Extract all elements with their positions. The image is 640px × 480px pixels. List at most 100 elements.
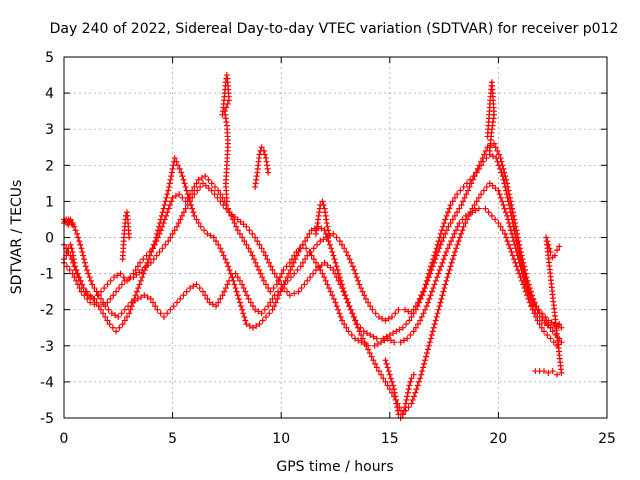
data-point xyxy=(341,321,348,328)
data-point xyxy=(256,241,263,248)
data-point xyxy=(323,220,330,227)
data-point xyxy=(355,277,362,284)
data-point xyxy=(455,238,462,245)
data-point xyxy=(448,259,455,266)
data-point xyxy=(256,321,263,328)
data-point xyxy=(438,238,445,245)
data-point xyxy=(271,303,278,310)
data-point xyxy=(205,176,212,183)
data-point xyxy=(545,241,552,248)
data-point xyxy=(358,285,365,292)
data-point xyxy=(320,202,327,209)
data-point xyxy=(183,187,190,194)
data-point xyxy=(495,187,502,194)
data-point xyxy=(152,238,159,245)
data-point xyxy=(437,241,444,248)
data-point xyxy=(340,288,347,295)
data-point xyxy=(536,321,543,328)
data-point xyxy=(284,274,291,281)
data-point xyxy=(454,191,461,198)
series-spike-1 xyxy=(219,72,233,205)
data-point xyxy=(269,266,276,273)
data-points xyxy=(61,72,565,421)
data-point xyxy=(261,151,268,158)
data-point xyxy=(179,173,186,180)
data-point xyxy=(399,411,406,418)
data-point xyxy=(123,313,130,320)
data-point xyxy=(378,371,385,378)
data-point xyxy=(118,310,125,317)
data-point xyxy=(558,339,565,346)
data-point xyxy=(366,350,373,357)
data-point xyxy=(264,256,271,263)
data-point xyxy=(442,281,449,288)
data-point xyxy=(226,266,233,273)
data-point xyxy=(293,252,300,259)
data-point xyxy=(344,299,351,306)
data-point xyxy=(527,295,534,302)
data-point xyxy=(249,324,256,331)
data-point xyxy=(227,270,234,277)
data-point xyxy=(513,227,520,234)
data-point xyxy=(544,331,551,338)
data-point xyxy=(228,212,235,219)
data-point xyxy=(407,378,414,385)
data-point xyxy=(155,223,162,230)
axis-ticks: 0 5 10 15 20 25 -5 -4 -3 -2 -1 0 1 2 3 4 5 xyxy=(40,50,616,447)
data-point xyxy=(467,209,474,216)
data-point xyxy=(485,209,492,216)
data-point xyxy=(522,281,529,288)
data-point xyxy=(508,202,515,209)
data-point xyxy=(211,191,218,198)
data-point xyxy=(149,245,156,252)
data-point xyxy=(165,238,172,245)
data-point xyxy=(235,295,242,302)
data-point xyxy=(72,227,79,234)
data-point xyxy=(367,331,374,338)
data-point xyxy=(167,306,174,313)
data-point xyxy=(380,335,387,342)
data-point xyxy=(259,274,266,281)
data-point xyxy=(71,263,78,270)
data-point xyxy=(262,313,269,320)
data-point xyxy=(346,256,353,263)
data-point xyxy=(67,216,74,223)
data-point xyxy=(434,310,441,317)
data-point xyxy=(95,303,102,310)
data-point xyxy=(234,227,241,234)
data-point xyxy=(113,288,120,295)
data-point xyxy=(180,176,187,183)
data-point xyxy=(436,266,443,273)
data-point xyxy=(343,324,350,331)
data-point xyxy=(163,194,170,201)
data-point xyxy=(507,198,514,205)
data-point xyxy=(158,212,165,219)
data-point xyxy=(108,310,115,317)
data-point xyxy=(175,162,182,169)
data-point xyxy=(193,180,200,187)
data-point xyxy=(404,335,411,342)
data-point xyxy=(464,187,471,194)
data-point xyxy=(190,283,197,290)
data-point xyxy=(421,285,428,292)
data-point xyxy=(302,238,309,245)
y-tick-label: 1 xyxy=(45,194,54,210)
data-point xyxy=(176,165,183,172)
data-point xyxy=(504,183,511,190)
data-point xyxy=(225,263,232,270)
data-point xyxy=(183,288,190,295)
data-point xyxy=(304,234,311,241)
data-point xyxy=(408,313,415,320)
data-point xyxy=(277,288,284,295)
data-point xyxy=(550,339,557,346)
data-point xyxy=(456,234,463,241)
data-point xyxy=(499,198,506,205)
data-point xyxy=(74,281,81,288)
data-point xyxy=(345,328,352,335)
data-point xyxy=(291,270,298,277)
data-point xyxy=(173,299,180,306)
data-point xyxy=(421,360,428,367)
data-point xyxy=(219,248,226,255)
data-point xyxy=(117,270,124,277)
data-point xyxy=(90,295,97,302)
